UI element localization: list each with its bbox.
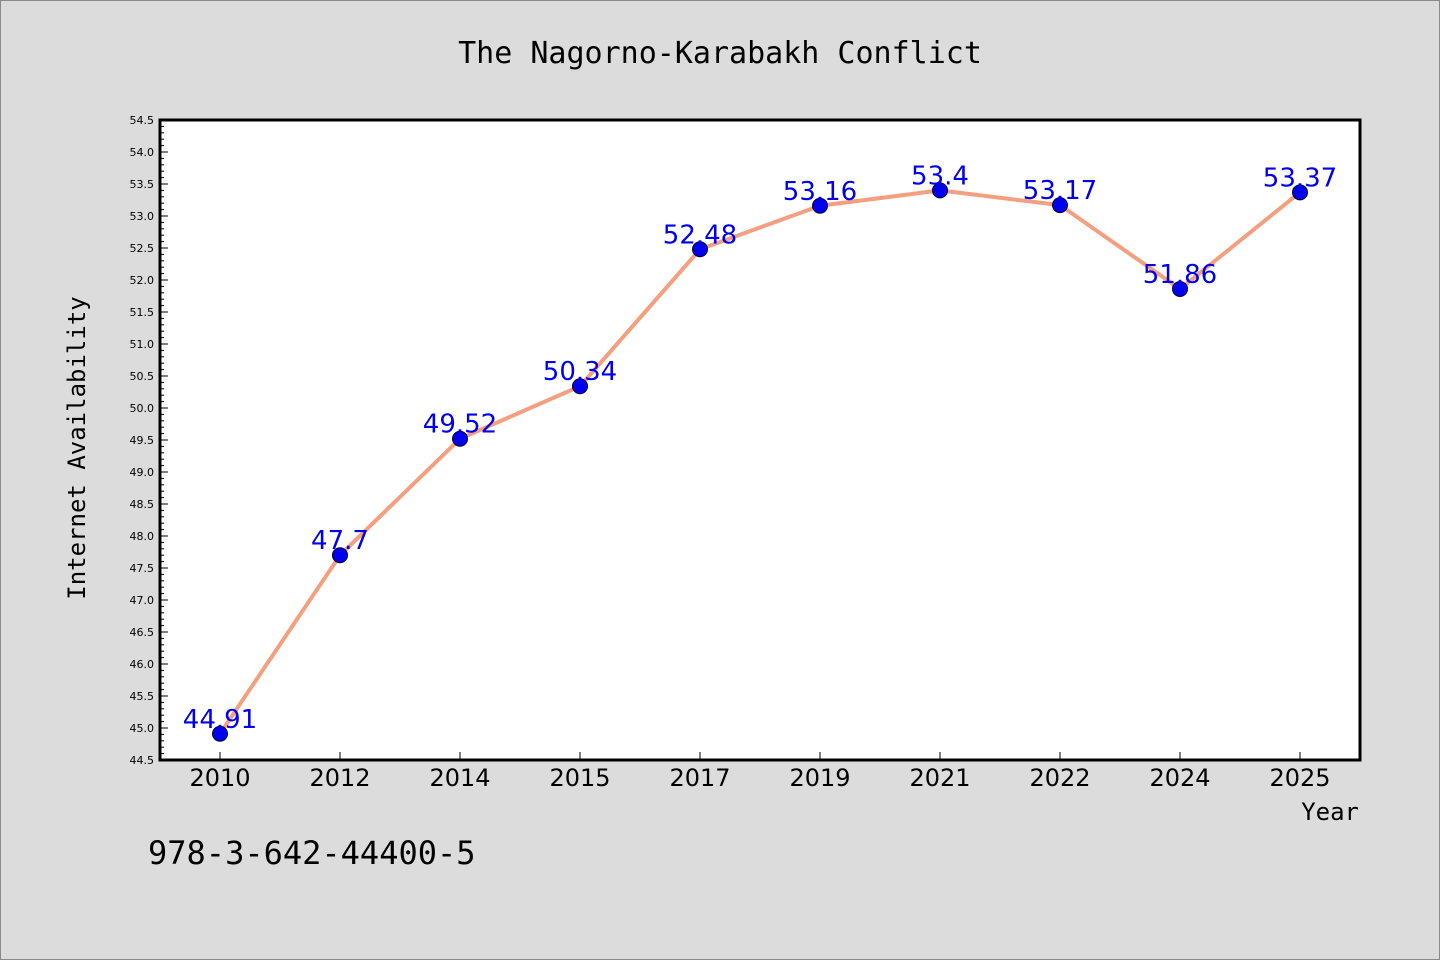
series-line-group: 44.91 47.7 49.52 50.34 52.48 53.16 53.4 53.17 51… [183,161,1337,742]
data-point [332,547,348,564]
y-tick-label: 48.5 [130,498,155,511]
y-tick-label: 54.5 [130,114,155,127]
x-tick-label: 2010 [189,764,250,792]
y-tick-label: 52.5 [130,242,155,255]
data-label: 51.86 [1143,260,1217,290]
x-tick-label: 2015 [549,764,610,792]
y-tick-label: 50.0 [130,402,155,415]
isbn-text: 978-3-642-44400-5 [148,834,476,872]
x-axis-label: Year [1301,798,1359,826]
series-line [218,188,1302,736]
y-tick-label: 48.0 [130,530,155,543]
y-tick-label: 52.0 [130,274,155,287]
plot-area [160,120,1360,760]
data-point [1052,197,1068,214]
x-tick-label: 2012 [309,764,370,792]
y-tick-label: 45.0 [130,722,155,735]
y-tick-label: 53.0 [130,210,155,223]
y-tick-label: 46.0 [130,658,155,671]
data-label: 52.48 [663,220,737,250]
chart-title: The Nagorno-Karabakh Conflict [458,36,982,71]
y-tick-label: 47.0 [130,594,155,607]
data-label: 47.7 [311,526,369,556]
y-tick-label: 49.0 [130,466,155,479]
data-point [692,241,708,258]
data-label: 53.37 [1263,163,1337,193]
data-label: 53.4 [911,161,969,191]
x-tick-label: 2017 [669,764,730,792]
data-label: 44.91 [183,705,257,735]
y-tick-label: 45.5 [130,690,155,703]
data-label: 50.34 [543,357,617,387]
x-tick-label: 2014 [429,764,490,792]
data-point [812,197,828,214]
y-tick-label: 49.5 [130,434,155,447]
y-tick-label: 51.5 [130,306,155,319]
data-label: 49.52 [423,410,497,440]
y-axis-label: Internet Availability [63,296,91,599]
data-label: 53.17 [1023,176,1097,206]
x-axis: 2010 2012 2014 2015 2017 2019 2021 2022 2024 2025 [189,752,1331,792]
data-point [1172,280,1188,297]
y-tick-label: 51.0 [130,338,155,351]
data-point [932,182,948,199]
x-tick-label: 2019 [789,764,850,792]
data-point [1292,184,1308,201]
y-tick-label: 54.0 [130,146,155,159]
plot-frame [158,118,1362,762]
x-tick-label: 2025 [1269,764,1330,792]
data-point [452,430,468,447]
x-tick-label: 2022 [1029,764,1090,792]
data-label: 53.16 [783,177,857,207]
x-tick-label: 2021 [909,764,970,792]
y-tick-label: 50.5 [130,370,155,383]
y-tick-label: 47.5 [130,562,155,575]
y-tick-label: 44.5 [130,754,155,767]
data-point [212,725,228,742]
y-tick-label: 46.5 [130,626,155,639]
x-tick-label: 2024 [1149,764,1210,792]
y-tick-label: 53.5 [130,178,155,191]
data-point [572,378,588,395]
